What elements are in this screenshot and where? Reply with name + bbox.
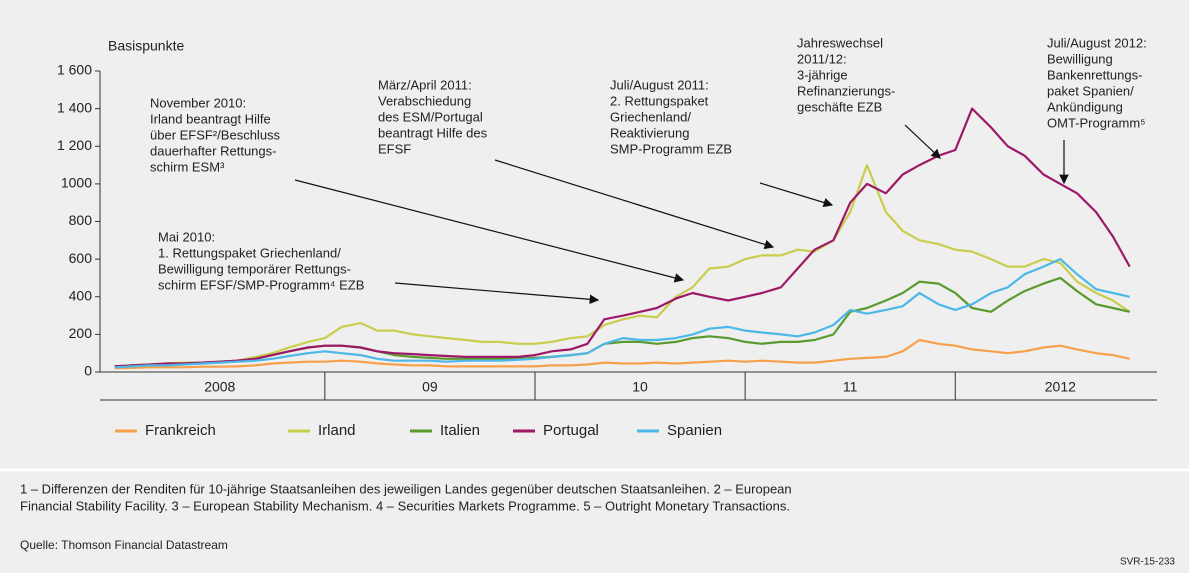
y-tick-label: 1 200 xyxy=(57,137,92,153)
annotation-arrow xyxy=(394,282,600,305)
annotation: Bewilligung xyxy=(1047,51,1113,66)
series-line xyxy=(114,258,1130,369)
footnote: Financial Stability Facility. 3 – Europe… xyxy=(20,498,790,513)
x-tick-label: 09 xyxy=(422,379,438,395)
footnote: 1 – Differenzen der Renditen für 10-jähr… xyxy=(20,481,792,496)
y-axis-label: Basispunkte xyxy=(108,38,184,54)
annotation: schirm EFSF/SMP-Programm⁴ EZB xyxy=(158,277,364,292)
annotation: Bewilligung temporärer Rettungs- xyxy=(158,261,351,276)
annotation: Verabschiedung xyxy=(378,93,471,108)
source: Quelle: Thomson Financial Datastream xyxy=(20,538,228,552)
x-tick-label: 10 xyxy=(632,379,648,395)
annotation-arrow xyxy=(294,179,685,283)
x-tick-label: 11 xyxy=(843,379,858,395)
annotation: über EFSF²/Beschluss xyxy=(150,127,281,142)
legend-label: Frankreich xyxy=(145,422,216,439)
legend-label: Spanien xyxy=(667,422,722,439)
annotation: SMP-Programm EZB xyxy=(610,141,732,156)
annotation: paket Spanien/ xyxy=(1047,83,1134,98)
annotation: Juli/August 2012: xyxy=(1047,35,1147,50)
annotation: Bankenrettungs- xyxy=(1047,67,1142,82)
legend-label: Italien xyxy=(440,422,480,439)
x-tick-label: 2012 xyxy=(1045,379,1076,395)
annotation: EFSF xyxy=(378,141,411,156)
legend-label: Irland xyxy=(318,422,356,439)
annotation: dauerhafter Rettungs- xyxy=(150,143,276,158)
annotation: 2011/12: xyxy=(797,51,847,66)
y-tick-label: 1 600 xyxy=(57,62,92,78)
annotation-arrow xyxy=(759,182,834,208)
annotation: schirm ESM³ xyxy=(150,159,225,174)
annotation: 3-jährige xyxy=(797,67,848,82)
annotation: beantragt Hilfe des xyxy=(378,125,488,140)
annotation: OMT-Programm⁵ xyxy=(1047,115,1146,130)
annotation: des ESM/Portugal xyxy=(378,109,483,124)
annotation: Juli/August 2011: xyxy=(610,77,709,92)
annotation: Griechenland/ xyxy=(610,109,691,124)
annotation: geschäfte EZB xyxy=(797,99,882,114)
annotation-arrow xyxy=(494,159,775,250)
series-line xyxy=(114,164,1131,368)
annotation: Jahreswechsel xyxy=(797,35,883,50)
annotation: Mai 2010: xyxy=(158,229,215,244)
annotation: Ankündigung xyxy=(1047,99,1123,114)
y-tick-label: 0 xyxy=(84,363,92,379)
annotation: Refinanzierungs- xyxy=(797,83,895,98)
y-tick-label: 200 xyxy=(69,325,93,341)
annotation: 2. Rettungspaket xyxy=(610,93,709,108)
y-tick-label: 1 400 xyxy=(57,99,92,115)
annotation: Reaktivierung xyxy=(610,125,690,140)
y-tick-label: 600 xyxy=(69,250,93,266)
y-tick-label: 800 xyxy=(69,212,93,228)
y-tick-label: 400 xyxy=(69,287,93,303)
series-line xyxy=(114,338,1130,370)
annotation: 1. Rettungspaket Griechenland/ xyxy=(158,245,341,260)
legend-label: Portugal xyxy=(543,422,599,439)
series-line xyxy=(114,107,1131,368)
annotation: März/April 2011: xyxy=(378,77,472,92)
x-tick-label: 2008 xyxy=(204,379,235,395)
annotation-arrow xyxy=(904,124,941,159)
annotation: Irland beantragt Hilfe xyxy=(150,111,271,126)
y-tick-label: 1000 xyxy=(61,175,92,191)
figure-code: SVR-15-233 xyxy=(1120,557,1175,568)
annotation: November 2010: xyxy=(150,95,246,110)
